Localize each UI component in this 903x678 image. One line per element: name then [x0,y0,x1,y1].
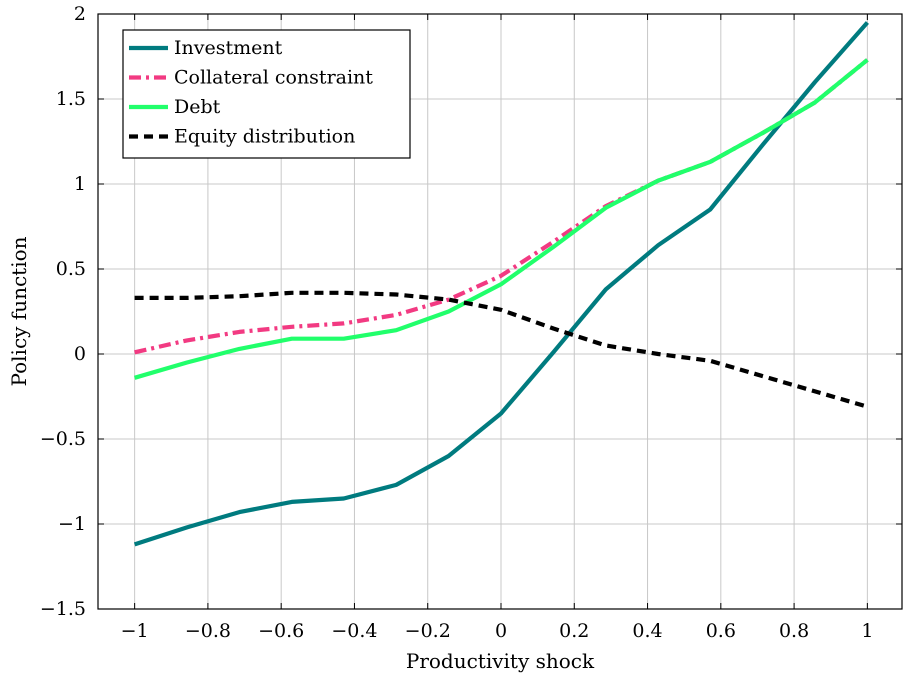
y-axis-label: Policy function [7,236,31,386]
x-tick-labels: −1 −0.8 −0.6 −0.4 −0.2 0 0.2 0.4 0.6 0.8 1 [121,620,874,642]
x-tick-label: 1 [861,620,873,642]
x-tick-label: −1 [121,620,149,642]
series-line-investment [133,21,869,547]
series-line-equity-distribution [134,290,868,409]
series-line-debt [134,58,869,380]
x-axis-label: Productivity shock [406,649,595,673]
series-layer [133,21,869,547]
y-tick-label: −0.5 [40,428,86,450]
y-tick-label: 2 [74,3,86,25]
y-tick-label: −1.5 [40,598,86,620]
y-tick-label: 0 [74,343,86,365]
x-tick-label: 0 [495,620,507,642]
x-tick-label: −0.8 [185,620,231,642]
legend-label: Collateral constraint [174,67,373,89]
ticks [98,13,902,610]
x-tick-label: −0.6 [258,620,304,642]
legend-label: Equity distribution [174,126,355,148]
y-tick-label: 0.5 [56,258,86,280]
y-tick-label: −1 [58,513,86,535]
x-tick-label: 0.8 [779,620,809,642]
plot-frame [97,13,903,610]
legend: Investment Collateral constraint Debt Equit… [122,29,411,159]
x-tick-label: 0.4 [632,620,662,642]
legend-box [122,29,411,159]
x-tick-label: −0.4 [331,620,377,642]
legend-label: Debt [174,96,221,118]
x-tick-label: 0.2 [559,620,589,642]
x-tick-label: 0.6 [706,620,736,642]
y-tick-labels: −1.5 −1 −0.5 0 0.5 1 1.5 2 [40,3,86,620]
y-tick-label: 1.5 [56,88,86,110]
y-tick-label: 1 [74,173,86,195]
x-tick-label: −0.2 [405,620,451,642]
legend-label: Investment [174,37,283,59]
